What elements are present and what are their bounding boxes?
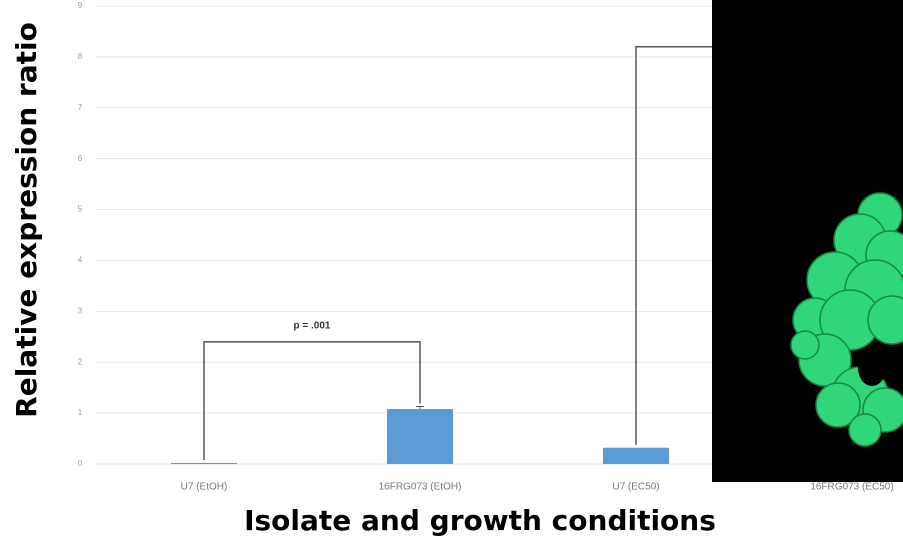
y-tick-label: 1 [78, 408, 83, 417]
y-tick-label: 5 [78, 205, 83, 214]
y-tick-label: 3 [78, 306, 83, 315]
y-axis-title: Relative expression ratio [10, 22, 43, 418]
y-tick-label: 9 [78, 1, 83, 10]
protein-image [712, 0, 903, 482]
chart: 0 1 2 3 4 5 6 7 8 9 U7 (EtOH) 16FRG073 (EtOH) U7 (EC… [0, 0, 903, 542]
y-tick-label: 7 [78, 103, 83, 112]
bar [171, 463, 237, 464]
x-axis-title: Isolate and growth conditions [244, 504, 716, 537]
x-tick-label: 16FRG073 (EtOH) [379, 482, 462, 493]
bar [603, 448, 669, 464]
protein-cavity [858, 350, 886, 386]
y-tick-label: 6 [78, 154, 83, 163]
bar [387, 409, 453, 464]
y-tick-label: 0 [78, 459, 83, 468]
x-tick-label: U7 (EtOH) [181, 482, 228, 493]
y-tick-label: 8 [78, 52, 83, 61]
y-tick-label: 4 [78, 256, 83, 265]
page: {"chart_data": {"type": "bar", "x_label"… [0, 0, 903, 542]
y-tick-label: 2 [78, 357, 83, 366]
x-tick-label: 16FRG073 (EC50) [810, 482, 893, 493]
x-tick-label: U7 (EC50) [612, 482, 659, 493]
significance-label: p = .001 [294, 321, 331, 332]
